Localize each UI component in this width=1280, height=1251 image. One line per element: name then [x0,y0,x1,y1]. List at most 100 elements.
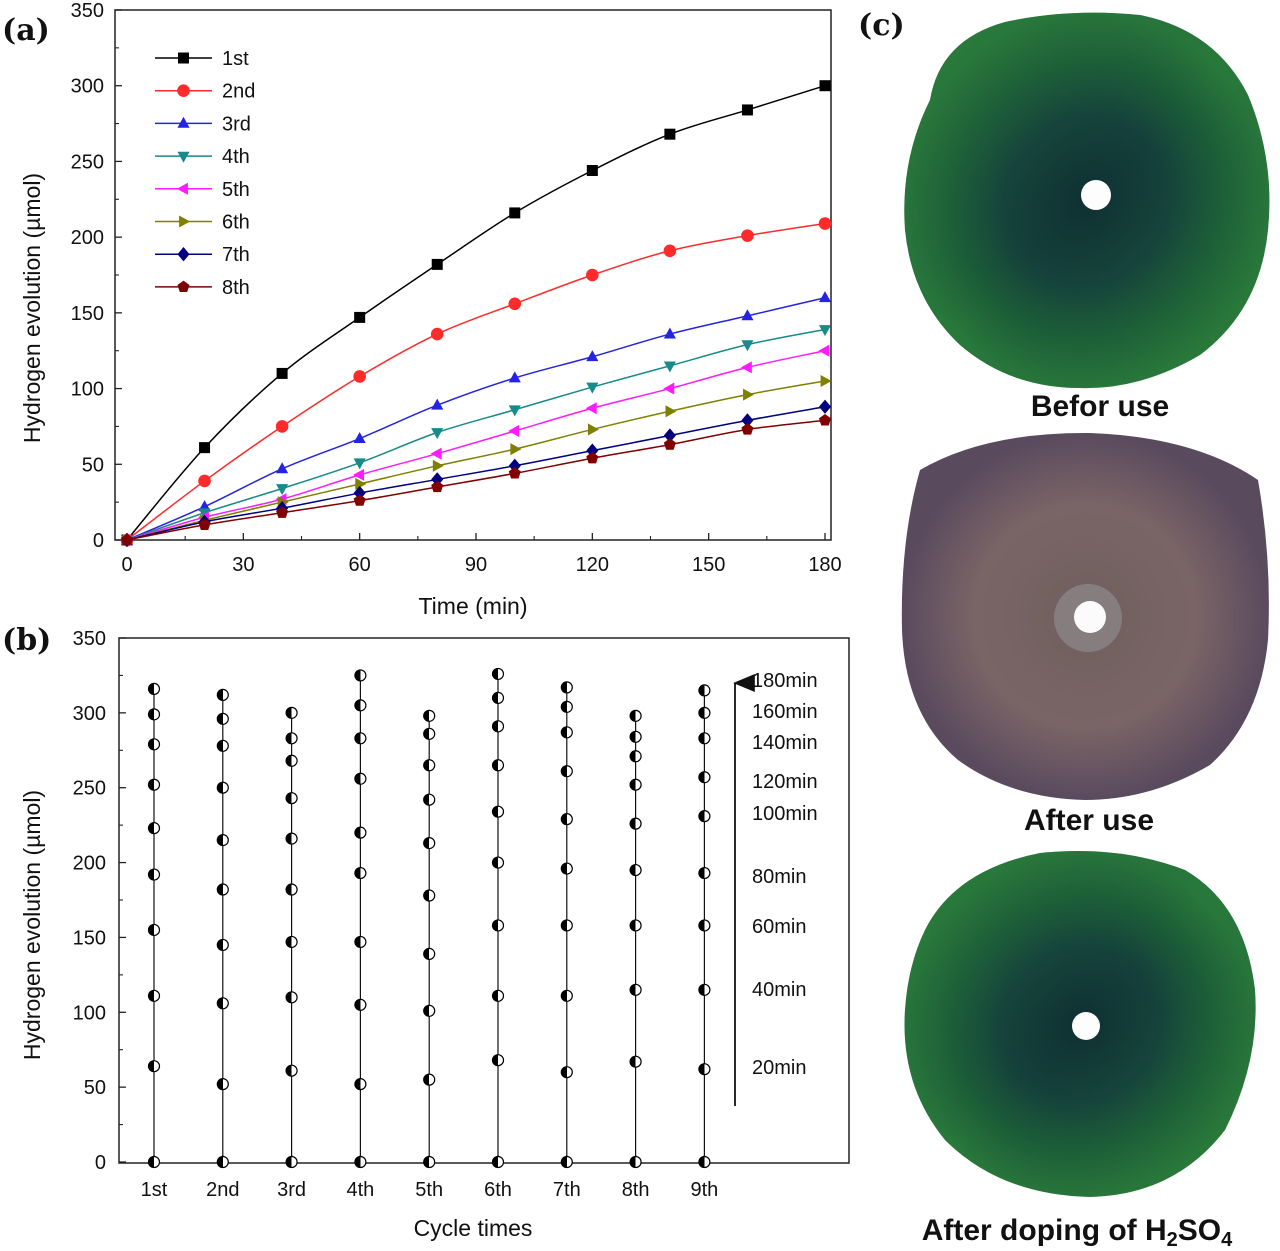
legend-label-1st: 1st [222,48,249,70]
x-tick-label: 90 [465,554,487,576]
data-point-4th [741,340,754,352]
data-point-8th [120,533,134,546]
y-tick-label: 50 [82,454,104,476]
data-point-4th [663,361,676,373]
data-point-5th [508,424,520,438]
x-tick-label: 150 [692,554,725,576]
cycle-point-8th [629,983,642,996]
cycle-point-4th [354,669,367,682]
cycle-point-6th [491,691,505,704]
cycle-point-8th [629,1155,642,1169]
legend-label-2nd: 2nd [222,81,255,103]
caption-after-doping: After doping of H2SO4 [922,1214,1233,1251]
cycle-point-9th [698,771,711,784]
data-point-1st [819,80,831,92]
cycle-point-1st [147,868,161,881]
cycle-point-1st [147,708,161,721]
cycle-point-4th [354,998,367,1011]
cycle-point-7th [560,1066,573,1079]
data-point-6th [432,459,444,472]
cycle-point-5th [423,889,436,902]
cycle-point-9th [698,983,711,996]
series-line-3rd [126,296,826,541]
cycle-point-2nd [216,997,229,1010]
time-label: 60min [752,916,806,938]
cycle-point-7th [560,919,573,932]
cycle-point-9th [698,684,711,697]
cycle-point-9th [698,1063,711,1076]
time-label: 120min [752,771,818,793]
y-tick-label: 100 [71,379,104,401]
caption-before-use: Befor use [1031,390,1169,423]
chart-b-ylabel: Hydrogen evolution (µmol) [19,790,45,1060]
data-point-2nd [198,474,211,488]
data-point-5th [585,402,597,415]
chart-a-xlabel: Time (min) [418,593,527,619]
data-point-3rd [663,327,676,339]
data-point-8th [586,451,599,464]
data-point-5th [430,447,442,460]
data-point-3rd [276,462,289,474]
legend-marker-7th [177,247,190,262]
cycle-point-5th [423,947,436,960]
chart-b-time-labels: 180min 160min 140min 120min 100min 80min 60min… [752,670,818,1079]
y-tick-label: 350 [73,628,106,650]
x-tick-label: 6th [484,1179,512,1201]
cycle-point-3rd [285,883,298,896]
cycle-point-3rd [285,832,298,845]
legend-marker-4th [177,151,190,163]
data-point-1st [664,128,676,140]
data-point-8th [663,438,676,450]
cycle-point-2nd [216,712,229,725]
cycle-point-8th [629,919,642,932]
cycle-point-4th [354,1155,367,1169]
y-tick-label: 0 [95,1152,106,1174]
series-line-2nd [126,222,826,541]
cycle-point-7th [560,681,573,694]
cycle-point-1st [147,682,161,696]
cycle-point-7th [560,765,573,778]
cycle-point-9th [698,732,711,745]
data-point-8th [276,506,289,518]
cycle-point-9th [698,1155,711,1169]
cycle-point-3rd [285,1155,298,1169]
cycle-point-6th [491,667,505,681]
cycle-point-5th [423,1004,436,1017]
cycle-point-6th [491,1054,505,1067]
chart-b-xlabel: Cycle times [414,1215,533,1241]
cycle-point-4th [354,935,367,949]
data-point-2nd [508,297,522,311]
cycle-point-9th [698,866,711,880]
cycle-point-7th [560,813,573,826]
data-point-7th [663,428,676,443]
cycle-point-5th [423,793,436,806]
data-point-3rd [198,500,211,512]
cycle-point-3rd [285,991,298,1004]
data-point-5th [663,382,675,395]
cycle-point-3rd [285,706,298,719]
data-point-6th [587,423,599,436]
data-point-3rd [586,350,599,362]
time-label: 160min [752,701,818,723]
cycle-point-1st [147,1060,161,1073]
legend-label-3rd: 3rd [222,113,251,135]
data-point-1st [276,367,288,379]
cycle-point-2nd [216,781,229,794]
chart-a-ylabel: Hydrogen evolution (µmol) [19,173,45,443]
legend-marker-5th [176,182,188,195]
data-point-6th [665,405,677,418]
chart-a-legend: 1st 2nd 3rd 4th 5th 6th 7th 8th [155,48,255,299]
chart-a-ticks: 0 30 60 90 120 150 180 0 50 100 150 200 250 300 350 [71,0,842,576]
cycle-point-1st [147,1155,161,1169]
cycle-point-5th [423,837,436,850]
data-point-1st [509,207,521,219]
data-point-2nd [275,420,289,433]
series-line-6th [126,380,826,541]
x-tick-label: 3rd [277,1179,306,1201]
data-point-7th [741,413,754,428]
cycle-point-6th [491,1155,505,1169]
photo-after-doping [904,851,1256,1197]
time-label: 140min [752,732,818,754]
caption-after-use: After use [1024,804,1154,837]
cycle-point-2nd [216,1155,229,1169]
